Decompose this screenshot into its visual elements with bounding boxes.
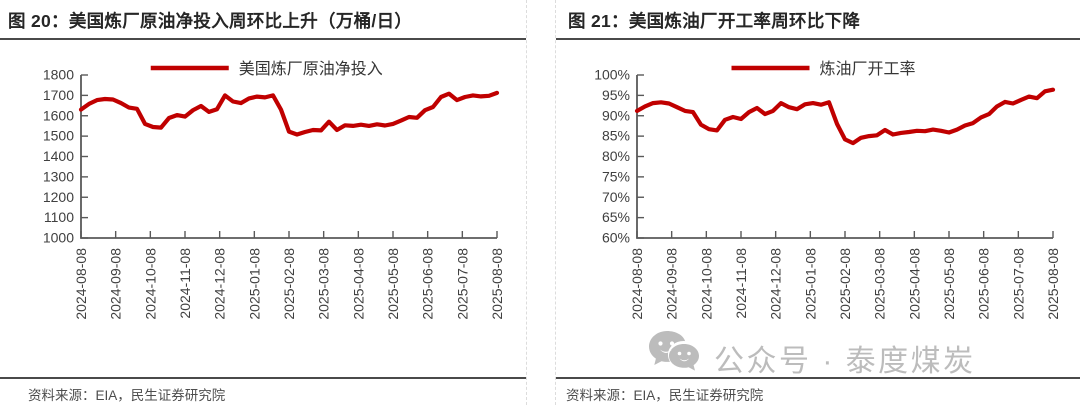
y-tick-label: 1300 [43, 168, 74, 184]
figure-20-title: 图 20：美国炼厂原油净投入周环比上升（万桶/日） [0, 0, 526, 40]
figure-21-panel: 图 21：美国炼油厂开工率周环比下降 炼油厂开工率 60% 65% 70% 75% 80%… [556, 0, 1080, 405]
figure-21-chart: 炼油厂开工率 60% 65% 70% 75% 80% 85% 90% 95% 100% 2024-0… [558, 40, 1078, 378]
y-tick-label: 80% [602, 148, 630, 164]
x-tick-label: 2024-08-08 [73, 248, 89, 320]
legend-label: 炼油厂开工率 [820, 60, 916, 78]
x-tick-label: 2025-04-08 [906, 248, 922, 320]
y-tick-label: 70% [602, 189, 630, 205]
y-tick-label: 1800 [43, 67, 74, 83]
x-tick-label: 2025-01-08 [802, 248, 818, 320]
x-tick-label: 2024-11-08 [733, 248, 749, 319]
x-tick-label: 2025-06-08 [420, 248, 436, 320]
y-tick-label: 1500 [43, 128, 74, 144]
y-tick-label: 1200 [43, 189, 74, 205]
figure-20-line-chart: 美国炼厂原油净投入 1000 1100 1200 1300 1400 1500 1600 170… [43, 60, 505, 320]
x-tick-label: 2025-03-08 [316, 248, 332, 320]
x-tick-label: 2024-08-08 [629, 248, 645, 320]
x-tick-label: 2024-12-08 [768, 248, 784, 320]
figure-21-line-chart: 炼油厂开工率 60% 65% 70% 75% 80% 85% 90% 95% 100% 2024-0… [594, 60, 1061, 320]
x-tick-label: 2025-02-08 [837, 248, 853, 320]
figure-20-source-note: 资料来源：EIA，民生证券研究院 [28, 388, 226, 403]
y-tick-label: 95% [602, 87, 630, 103]
figure-20-panel: 图 20：美国炼厂原油净投入周环比上升（万桶/日） 美国炼厂原油净投入 1000 1… [0, 0, 527, 405]
x-tick-label: 2024-11-08 [177, 248, 193, 319]
x-tick-label: 2025-04-08 [350, 248, 366, 320]
figure-20-chart: 美国炼厂原油净投入 1000 1100 1200 1300 1400 1500 1600 170… [2, 40, 522, 378]
y-tick-label: 65% [602, 209, 630, 225]
x-tick-label: 2025-08-08 [489, 248, 505, 320]
y-tick-label: 1700 [43, 87, 74, 103]
y-tick-label: 85% [602, 128, 630, 144]
y-tick-label: 1400 [43, 148, 74, 164]
data-series-line [78, 90, 500, 137]
data-series-line [634, 87, 1056, 146]
y-tick-label: 100% [594, 67, 630, 83]
axis-spine [80, 75, 497, 239]
x-tick-label: 2025-07-08 [1010, 248, 1026, 320]
x-tick-label: 2025-05-08 [385, 248, 401, 320]
x-tick-label: 2025-01-08 [246, 248, 262, 320]
x-tick-label: 2025-08-08 [1045, 248, 1061, 320]
y-tick-label: 60% [602, 230, 630, 246]
x-tick-label: 2024-10-08 [698, 248, 714, 320]
y-tick-label: 1100 [44, 209, 74, 225]
x-tick-label: 2025-03-08 [872, 248, 888, 320]
panel-divider [527, 0, 556, 405]
figure-21-source-divider [556, 377, 1080, 379]
legend-label: 美国炼厂原油净投入 [239, 60, 383, 78]
axis-spine [636, 75, 1053, 239]
x-tick-label: 2024-12-08 [212, 248, 228, 320]
x-tick-label: 2024-09-08 [664, 248, 680, 320]
x-tick-label: 2025-02-08 [281, 248, 297, 320]
x-tick-label: 2025-05-08 [941, 248, 957, 320]
y-tick-label: 75% [602, 168, 630, 184]
figure-21-source-note: 资料来源：EIA，民生证券研究院 [566, 388, 764, 403]
figure-20-source-divider [0, 377, 526, 379]
x-tick-label: 2024-10-08 [142, 248, 158, 320]
y-tick-label: 90% [602, 107, 630, 123]
y-tick-label: 1600 [43, 107, 74, 123]
y-tick-label: 1000 [43, 230, 74, 246]
figure-21-title: 图 21：美国炼油厂开工率周环比下降 [556, 0, 1080, 40]
x-tick-label: 2024-09-08 [108, 248, 124, 320]
x-tick-label: 2025-07-08 [454, 248, 470, 320]
x-tick-label: 2025-06-08 [976, 248, 992, 320]
